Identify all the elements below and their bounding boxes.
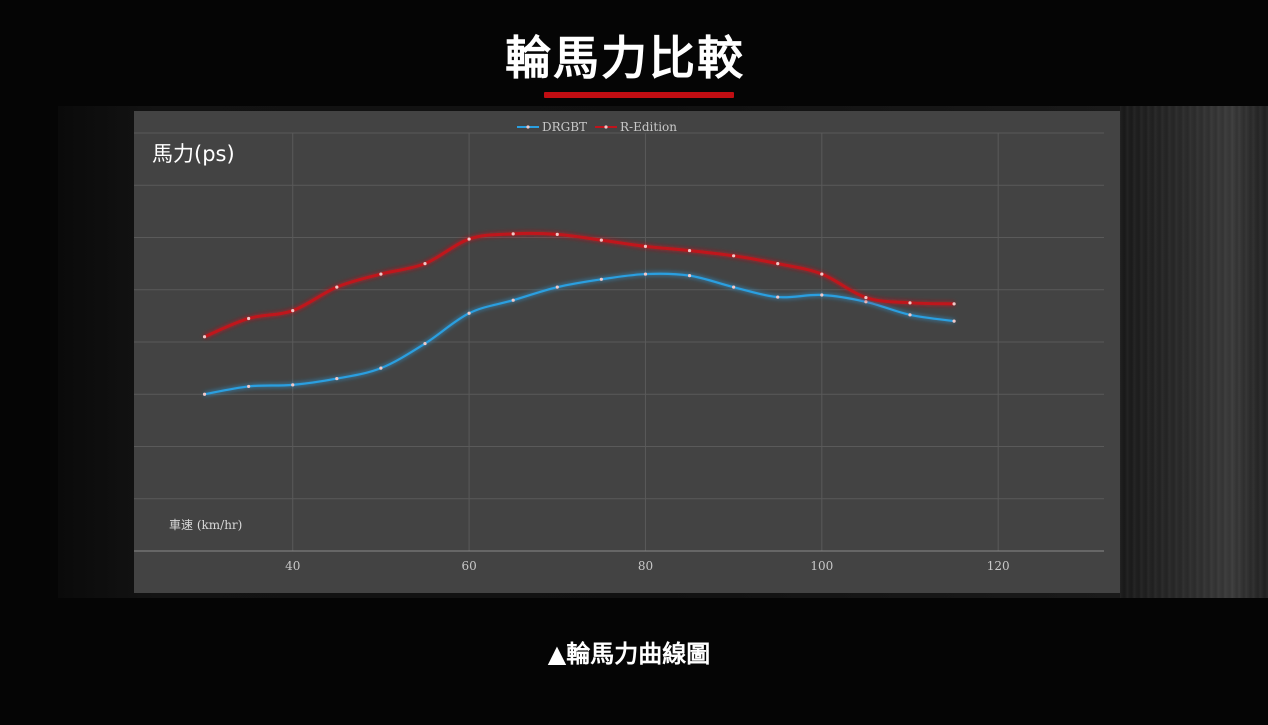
data-point-r-edition [776,262,780,266]
data-point-drgbt [555,285,559,289]
data-point-r-edition [291,309,295,313]
horsepower-chart: 40 60 80 100 120 DRGBT R-Edition 馬力(ps) 車速 (k… [134,120,1104,573]
x-tick-label: 120 [987,559,1010,573]
data-point-drgbt [379,366,383,370]
data-point-drgbt [643,272,648,276]
legend-marker [604,125,608,129]
data-point-r-edition [952,302,956,306]
data-point-drgbt [467,311,471,315]
data-point-drgbt [952,319,956,323]
brushed-metal-texture [1120,106,1268,598]
data-point-drgbt [687,274,692,278]
data-point-r-edition [599,238,603,242]
legend: DRGBT R-Edition [517,120,677,134]
data-point-drgbt [864,300,868,304]
data-point-drgbt [776,295,780,299]
legend-label: DRGBT [542,120,587,134]
data-point-r-edition [423,262,427,266]
series-line-r-edition [203,231,955,339]
x-tick-label: 60 [461,559,476,573]
chart-area: 40 60 80 100 120 DRGBT R-Edition 馬力(ps) 車速 (k… [134,111,1120,593]
data-point-r-edition [555,232,559,236]
data-point-r-edition [202,335,207,339]
data-point-r-edition [467,237,471,241]
gridlines [134,132,1104,551]
x-tick-labels: 40 60 80 100 120 [285,559,1010,573]
data-point-drgbt [732,285,736,289]
x-axis-label: 車速 (km/hr) [169,518,242,532]
data-point-r-edition [379,272,383,276]
data-point-r-edition [511,232,515,236]
series-line-drgbt [204,272,955,396]
series-layer [202,231,956,396]
data-point-r-edition [820,272,824,276]
title-underline [544,92,734,98]
data-point-drgbt [511,298,515,302]
data-point-r-edition [247,316,251,321]
x-tick-label: 40 [285,559,300,573]
data-point-r-edition [687,248,692,253]
data-point-r-edition [335,285,339,289]
legend-marker [526,125,530,129]
data-point-drgbt [599,277,603,281]
page-title: 輪馬力比較 [505,31,745,85]
data-point-r-edition [732,254,736,258]
data-point-drgbt [820,293,824,297]
data-point-drgbt [291,383,295,387]
y-axis-label: 馬力(ps) [152,142,235,166]
data-point-drgbt [423,341,427,346]
data-point-drgbt [908,313,912,317]
data-point-drgbt [247,384,251,389]
data-point-r-edition [643,244,648,248]
x-tick-label: 80 [638,559,653,573]
legend-label: R-Edition [620,120,677,134]
chart-caption: ▲輪馬力曲線圖 [547,640,711,668]
x-tick-label: 100 [810,559,833,573]
data-point-r-edition [864,295,868,300]
data-point-drgbt [335,376,339,381]
data-point-drgbt [202,392,207,396]
data-point-r-edition [908,301,912,305]
